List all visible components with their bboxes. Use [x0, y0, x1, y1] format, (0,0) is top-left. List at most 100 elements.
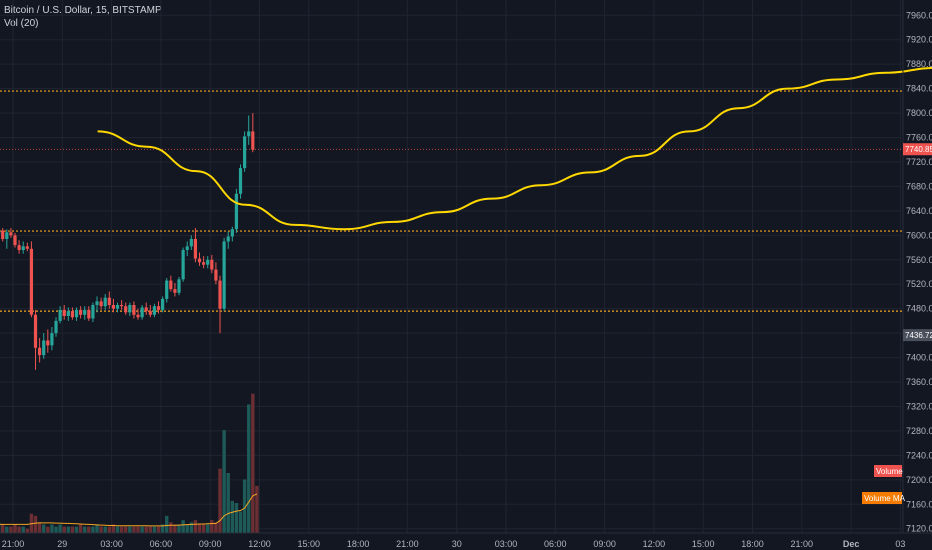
candle-body [115, 305, 120, 309]
candle-body [148, 311, 152, 315]
volume-bar [206, 524, 210, 533]
volume-bar [87, 526, 91, 533]
support-resistance-lines [0, 90, 902, 312]
volume-bar [95, 524, 99, 533]
candle-body [25, 246, 29, 249]
volume-bar [230, 500, 235, 533]
candle-body [226, 236, 230, 242]
volume-tag-label: Volume [876, 467, 903, 476]
forecast-path [97, 66, 932, 231]
grid [0, 0, 902, 533]
candle-body [38, 347, 42, 356]
volume-tag [874, 465, 902, 477]
candle-body [247, 131, 251, 137]
volume-bar [1, 524, 5, 533]
volume-bar [9, 526, 13, 533]
volume-pane [0, 393, 259, 533]
volume-bar [218, 468, 222, 533]
volume-bar [177, 524, 181, 533]
price-tick-label: 7480.00 [906, 304, 932, 314]
volume-bar [58, 524, 62, 533]
volume-bar [247, 404, 251, 533]
volume-bar [238, 511, 243, 533]
volume-bar [54, 526, 58, 533]
time-axis: 21:00 29 03:00 06:00 09:00 12:00 15:00 18:00 21:… [0, 532, 932, 549]
volume-bar [140, 526, 144, 533]
candle-body [5, 232, 9, 239]
forecast-path-group [97, 66, 932, 231]
candle-body [103, 297, 107, 307]
price-tick-label: 7120.00 [906, 524, 932, 534]
price-tick-label: 7720.00 [906, 157, 932, 167]
candle-body [50, 333, 54, 346]
volume-bar [189, 522, 194, 533]
price-tag-label: 7740.85 [905, 145, 932, 154]
time-tick-label: Dec [843, 539, 860, 549]
volume-bar [46, 526, 50, 533]
candle-body [140, 307, 144, 318]
volume-bar [156, 526, 161, 533]
volume-tag [862, 492, 902, 504]
price-tick-label: 7360.00 [906, 377, 932, 387]
time-tick-label: 29 [57, 539, 67, 549]
volume-bar [66, 526, 71, 533]
price-tick-label: 7560.00 [906, 255, 932, 265]
candle-body [83, 309, 87, 315]
price-tick-label: 7240.00 [906, 450, 932, 460]
volume-bar [169, 522, 173, 533]
price-tick-label: 7200.00 [906, 475, 932, 485]
candle-body [177, 279, 181, 293]
candle-body [132, 305, 136, 315]
candle-body [124, 306, 128, 313]
volume-bar [83, 526, 87, 533]
volume-bar [25, 528, 30, 533]
time-tick-label: 09:00 [593, 539, 616, 549]
time-tick-label: 12:00 [643, 539, 666, 549]
candle-body [79, 309, 83, 315]
time-tick-label: 09:00 [199, 539, 222, 549]
volume-bar [132, 526, 136, 533]
time-tick-label: 03:00 [100, 539, 123, 549]
time-tick-label: 18:00 [347, 539, 370, 549]
candle-body [185, 246, 189, 250]
candle-body [128, 305, 132, 313]
candle-body [54, 320, 58, 334]
volume-bar [91, 526, 95, 533]
volume-bar [255, 485, 259, 533]
volume-bar [201, 524, 206, 533]
price-tick-label: 7800.00 [906, 108, 932, 118]
time-tick-label: 15:00 [692, 539, 715, 549]
time-tick-label: 03:00 [495, 539, 518, 549]
candle-body [218, 280, 222, 309]
volume-bar [107, 526, 112, 533]
axis-tags: 7740.85 7436.72 Volume Volume MA [862, 143, 932, 504]
price-tick-label: 7760.00 [906, 133, 932, 143]
volume-bar [144, 526, 148, 533]
price-tick-label: 7520.00 [906, 279, 932, 289]
price-tag [903, 329, 932, 342]
candle-body [111, 305, 116, 309]
candle-body [214, 269, 218, 281]
volume-tag-label: Volume MA [864, 494, 906, 503]
candles [0, 113, 255, 370]
candle-body [230, 229, 234, 237]
price-tick-label: 7320.00 [906, 401, 932, 411]
candle-body [193, 238, 198, 259]
price-tick-label: 7640.00 [906, 206, 932, 216]
volume-bar [210, 520, 214, 533]
candle-body [152, 306, 157, 315]
time-tick-label: 21:00 [791, 539, 814, 549]
time-tick-label: 12:00 [248, 539, 271, 549]
candle-body [62, 309, 66, 317]
volume-bar [136, 526, 140, 533]
volume-bar [17, 526, 21, 533]
volume-bar [37, 522, 42, 533]
volume-bar [111, 524, 116, 533]
candle-body [197, 258, 202, 263]
candle-body [70, 311, 75, 318]
volume-bar [99, 526, 103, 533]
time-tick-label: 06:00 [150, 539, 173, 549]
volume-ma-line [0, 493, 258, 527]
candle-body [42, 340, 46, 356]
